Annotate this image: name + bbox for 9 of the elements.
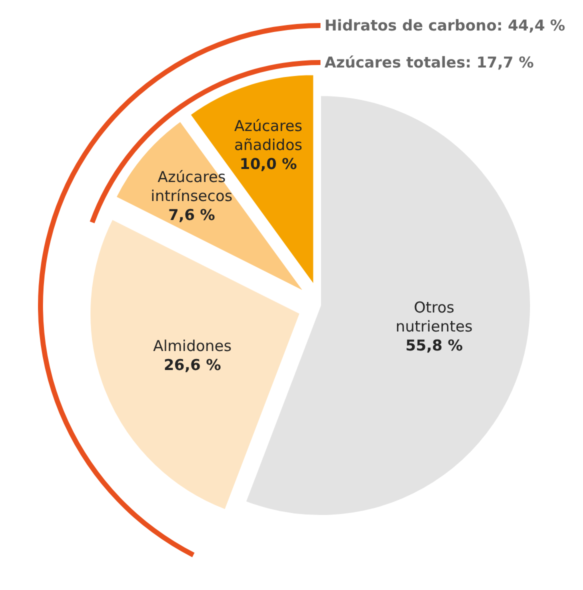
slice-label: Otros nutrientes xyxy=(396,298,473,336)
slice-label: Azúcares añadidos xyxy=(234,116,303,154)
data-label: 10,0 % xyxy=(240,154,297,173)
text: Azúcares totales: 17,7 % xyxy=(324,54,534,72)
data-label: 26,6 % xyxy=(164,356,221,374)
data-label: 55,8 % xyxy=(405,336,463,354)
data-label: 7,6 % xyxy=(168,206,216,224)
text: Hidratos de carbono: 44,4 % xyxy=(324,16,566,34)
slice-label: Almidones xyxy=(153,336,232,355)
